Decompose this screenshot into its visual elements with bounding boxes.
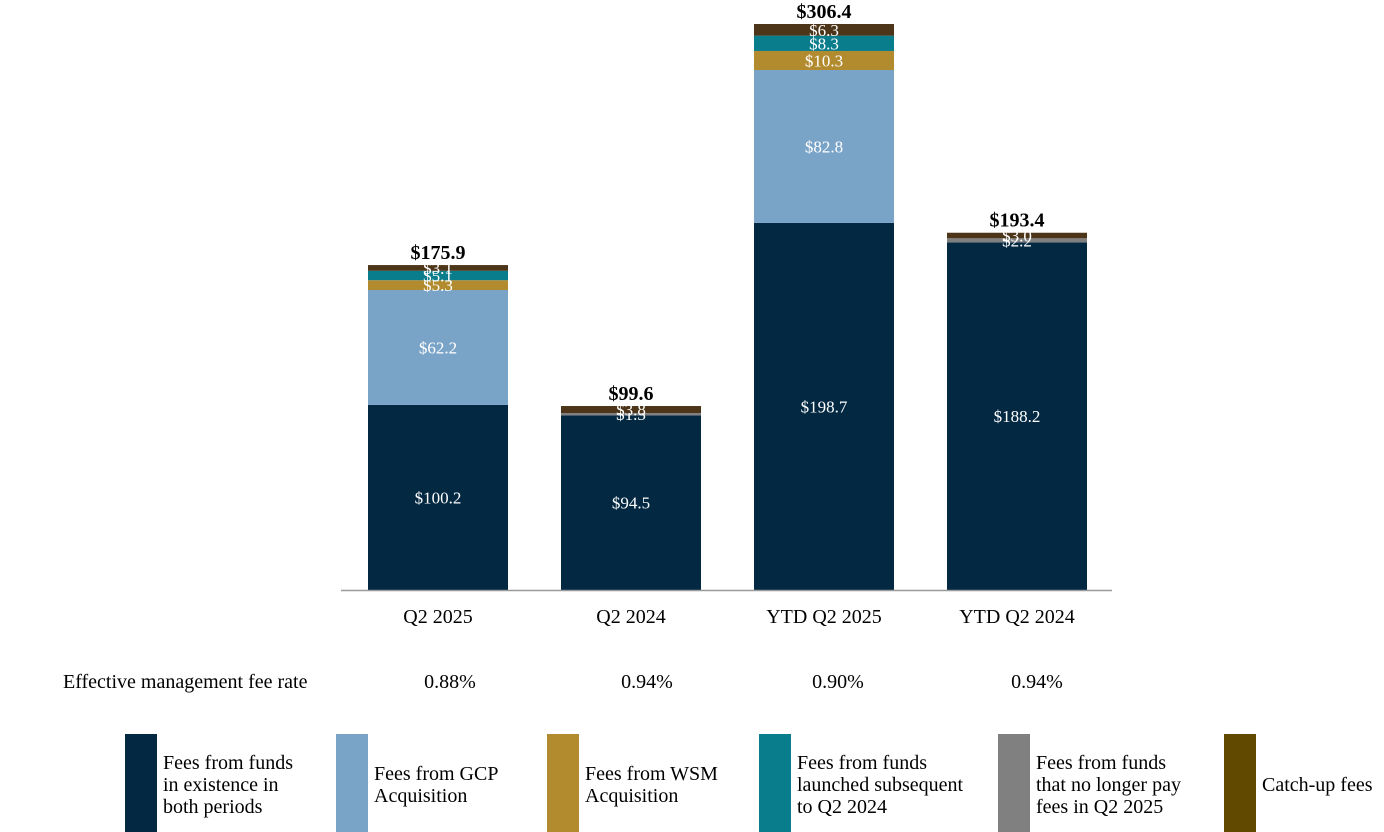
total-label-q2-2024: $99.6 [609,383,654,405]
total-label-q2-2025: $175.9 [411,242,466,264]
legend-label: Fees from funds in existence in both per… [163,752,293,818]
data-label-fees-from-gcp-acquisition-q2-2025: $62.2 [419,338,457,357]
bar-segment-fees-from-funds-launched-subsequent-to-q2-2024-ytd-q2-2025 [754,35,894,51]
bar-segment-fees-from-funds-that-no-longer-pay-fees-in-q2-2025-q2-2024 [561,413,701,416]
category-label-ytd-q2-2025: YTD Q2 2025 [766,606,882,628]
category-label-q2-2024: Q2 2024 [596,606,665,628]
data-label-catch-up-fees-ytd-q2-2024: $3.0 [1002,227,1032,246]
data-label-fees-from-funds-launched-subsequent-to-q2-2024-ytd-q2-2025: $8.3 [809,34,839,53]
data-label-fees-from-funds-in-existence-in-both-periods-q2-2024: $94.5 [612,494,650,513]
bar-segment-fees-from-funds-launched-subsequent-to-q2-2024-q2-2025 [368,270,508,281]
legend-item-no-longer-pay: Fees from funds that no longer pay fees … [998,734,1213,832]
bar-segment-fees-from-funds-in-existence-in-both-periods-q2-2025 [368,404,508,590]
legend-label: Fees from WSM Acquisition [585,763,718,807]
legend-item-catch-up-fees: Catch-up fees [1224,734,1384,832]
legend-swatch [547,734,579,832]
category-label-q2-2025: Q2 2025 [403,606,472,628]
total-label-ytd-q2-2024: $193.4 [990,210,1045,232]
stacked-bar-chart: $100.2 $62.2 $5.3$5.1$3.1$175.9 Q2 2025 $94.… [341,1,1112,628]
legend-label: Catch-up fees [1262,774,1373,796]
data-label-fees-from-funds-launched-subsequent-to-q2-2024-q2-2025: $5.1 [423,267,453,286]
legend-item-existing-funds: Fees from funds in existence in both per… [125,734,325,832]
bar-segment-fees-from-gcp-acquisition-q2-2025 [368,290,508,405]
bar-segment-catch-up-fees-ytd-q2-2025 [754,24,894,36]
legend-item-gcp-acquisition: Fees from GCP Acquisition [336,734,536,832]
fee-rate-ytd-q2-2025: 0.90% [812,671,864,693]
legend-label: Fees from funds launched subsequent to Q… [797,752,964,818]
total-label-ytd-q2-2025: $306.4 [797,1,852,23]
data-label-catch-up-fees-ytd-q2-2025: $6.3 [809,21,839,40]
legend-swatch [759,734,791,832]
legend-swatch [125,734,157,832]
fee-rate-q2-2024: 0.94% [621,671,673,693]
fee-rate-title: Effective management fee rate [63,671,308,693]
bar-segment-catch-up-fees-q2-2025 [368,265,508,271]
data-label-fees-from-funds-in-existence-in-both-periods-ytd-q2-2025: $198.7 [801,397,848,416]
data-label-fees-from-wsm-acquisition-q2-2025: $5.3 [423,276,453,295]
data-label-fees-from-funds-in-existence-in-both-periods-q2-2025: $100.2 [415,488,462,507]
bar-segment-fees-from-wsm-acquisition-q2-2025 [368,280,508,291]
legend-label: Fees from GCP Acquisition [374,763,499,807]
legend-item-launched-funds: Fees from funds launched subsequent to Q… [759,734,989,832]
data-label-catch-up-fees-q2-2025: $3.1 [423,259,453,278]
bar-segment-fees-from-funds-in-existence-in-both-periods-q2-2024 [561,415,701,590]
bar-segment-fees-from-wsm-acquisition-ytd-q2-2025 [754,50,894,70]
data-label-catch-up-fees-q2-2024: $3.8 [616,401,646,420]
bar-segment-catch-up-fees-q2-2024 [561,406,701,414]
bar-segment-fees-from-gcp-acquisition-ytd-q2-2025 [754,69,894,223]
fee-rate-q2-2025: 0.88% [424,671,476,693]
fee-rate-ytd-q2-2024: 0.94% [1011,671,1063,693]
category-label-ytd-q2-2024: YTD Q2 2024 [959,606,1075,628]
legend-item-wsm-acquisition: Fees from WSM Acquisition [547,734,747,832]
bar-segment-fees-from-funds-in-existence-in-both-periods-ytd-q2-2024 [947,242,1087,590]
data-label-fees-from-wsm-acquisition-ytd-q2-2025: $10.3 [805,51,843,70]
legend-swatch [1224,734,1256,832]
data-label-fees-from-funds-in-existence-in-both-periods-ytd-q2-2024: $188.2 [994,407,1041,426]
bar-segment-catch-up-fees-ytd-q2-2024 [947,232,1087,239]
legend-swatch [336,734,368,832]
bar-segment-fees-from-funds-in-existence-in-both-periods-ytd-q2-2025 [754,222,894,590]
bar-segment-fees-from-funds-that-no-longer-pay-fees-in-q2-2025-ytd-q2-2024 [947,238,1087,243]
legend-swatch [998,734,1030,832]
legend-label: Fees from funds that no longer pay fees … [1036,752,1181,818]
data-label-fees-from-gcp-acquisition-ytd-q2-2025: $82.8 [805,137,843,156]
